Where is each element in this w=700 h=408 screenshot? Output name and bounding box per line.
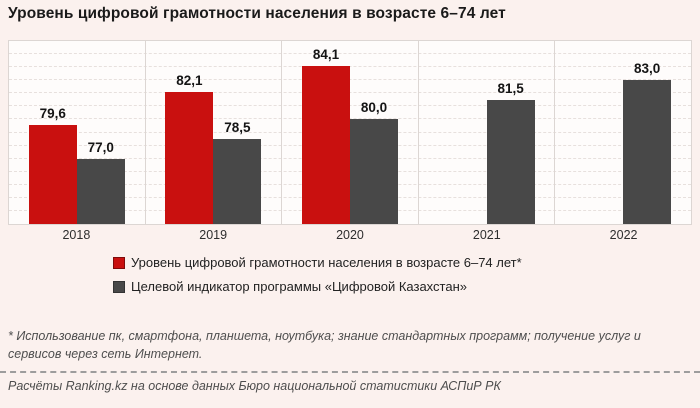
bar-value-label-gray-2020: 80,0 [360,100,388,116]
legend-swatch-red-icon [113,256,125,269]
bar-slot-red-2020: 84,1 [301,41,350,224]
x-axis-labels: 2018 2019 2020 2021 2022 [8,228,692,248]
bar-slot-red-2019: 82,1 [165,41,214,224]
dashed-divider [0,371,700,373]
bar-slot-gray-2018: 77,0 [76,41,125,224]
bar-gray-2022 [623,80,672,224]
x-axis-label-2018: 2018 [62,228,91,242]
source-credit: Расчёты Ranking.kz на основе данных Бюро… [8,379,501,393]
bar-value-label-red-2018: 79,6 [39,105,66,121]
legend: Уровень цифровой грамотности населения в… [113,255,522,303]
legend-label-gray: Целевой индикатор программы «Цифровой Ка… [131,279,467,294]
legend-label-red: Уровень цифровой грамотности населения в… [131,255,522,270]
x-axis-label-2020: 2020 [336,228,364,242]
bar-value-label-gray-2021: 81,5 [497,80,524,96]
bar-gray-2020 [349,119,398,224]
x-axis-label-2022: 2022 [609,228,638,242]
x-axis-label-2019: 2019 [199,228,228,242]
bar-gray-2018 [76,158,125,224]
bar-red-2020 [301,65,350,224]
bar-slot-gray-2022: 83,0 [623,41,672,224]
legend-swatch-gray-icon [113,280,125,293]
bar-value-label-gray-2018: 77,0 [87,139,114,155]
bar-slot-red-2021 [439,41,487,224]
legend-item-red: Уровень цифровой грамотности населения в… [113,255,522,270]
bar-slot-red-2022 [575,41,623,224]
bar-value-label-gray-2022: 83,0 [634,61,661,77]
bar-gray-2021 [486,99,535,224]
bar-group-2022: 83,0 [555,41,691,224]
bar-group-2018: 79,6 77,0 [9,41,146,224]
bar-slot-gray-2020: 80,0 [349,41,398,224]
bar-group-2021: 81,5 [419,41,556,224]
x-axis-label-2021: 2021 [472,228,501,242]
bar-red-2018 [28,124,77,224]
plot-area: 79,6 77,0 82,1 78,5 84,1 80,0 81,5 83,0 [8,40,692,225]
chart-title: Уровень цифровой грамотности населения в… [8,5,506,22]
bar-value-label-red-2019: 82,1 [176,72,203,88]
bar-group-2020: 84,1 80,0 [282,41,419,224]
bar-gray-2019 [213,139,262,224]
bar-value-label-red-2020: 84,1 [312,46,340,62]
bar-slot-gray-2019: 78,5 [213,41,262,224]
bar-group-2019: 82,1 78,5 [146,41,283,224]
bar-slot-red-2018: 79,6 [28,41,77,224]
footnote: * Использование пк, смартфона, планшета,… [8,329,641,362]
legend-item-gray: Целевой индикатор программы «Цифровой Ка… [113,279,522,294]
bar-value-label-gray-2019: 78,5 [224,120,251,136]
bar-slot-gray-2021: 81,5 [486,41,535,224]
bar-red-2019 [165,91,214,224]
